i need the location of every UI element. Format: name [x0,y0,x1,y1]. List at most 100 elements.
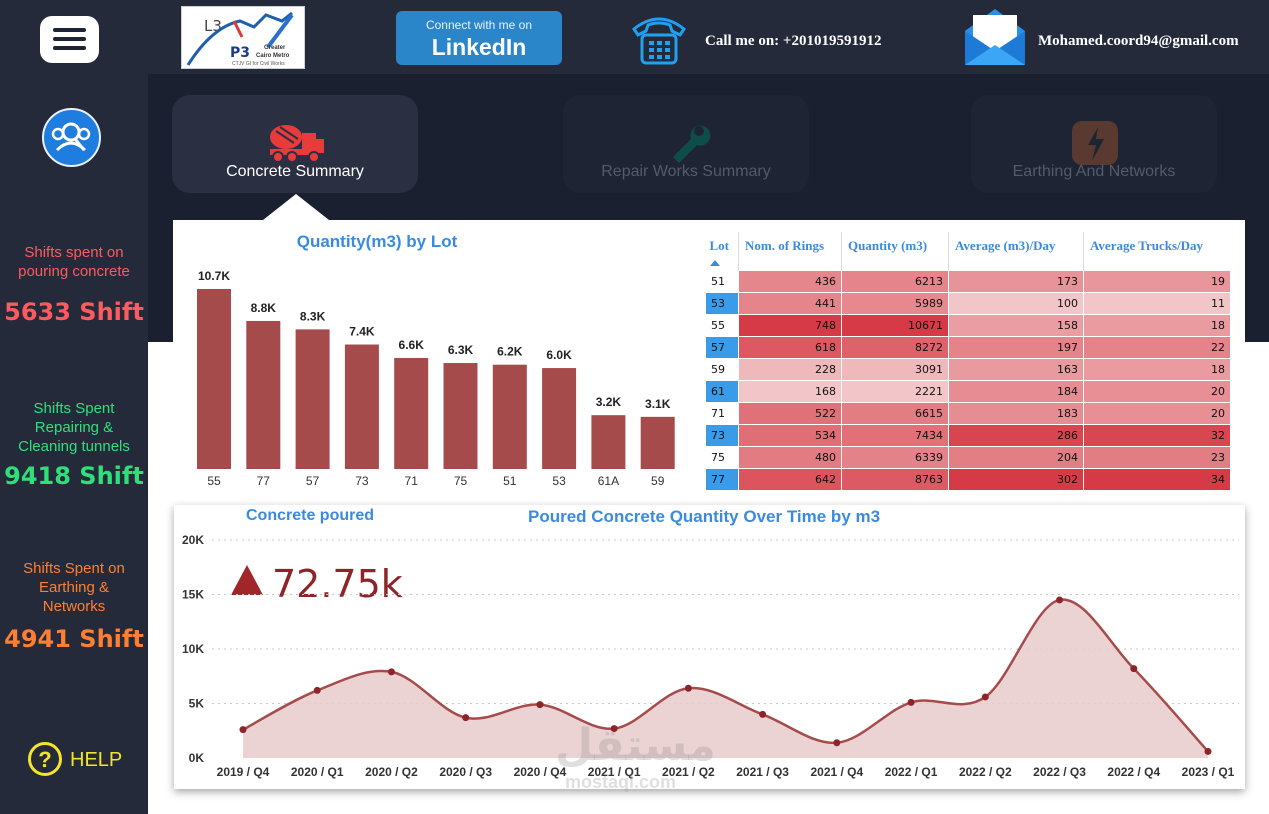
bar-data-label: 6.3K [448,343,474,357]
bar-data-label: 7.4K [349,325,375,339]
tab-repair-works-summary[interactable]: Repair Works Summary [563,95,809,193]
tab-concrete-summary[interactable]: Concrete Summary [172,95,418,193]
stat-value-concrete: 5633 Shift [4,298,144,326]
value-cell: 8763 [841,468,949,491]
x-tick-label: 61A [598,474,619,488]
stat-label-repair: Shifts Spent Repairing & Cleaning tunnel… [18,400,130,455]
bar-61A[interactable] [591,415,626,469]
bar-51[interactable] [492,364,527,469]
stat-value-repair: 9418 Shift [4,462,144,490]
y-tick-label: 10K [182,642,204,656]
table-row[interactable]: 59 228 3091 163 18 [705,358,1231,381]
x-tick-label: 77 [257,474,271,488]
x-tick-label: 2023 / Q1 [1182,765,1235,779]
lot-cell: 71 [705,402,739,425]
bar-data-label: 10.7K [198,269,230,283]
bar-chart: 10.7K 55 8.8K 77 8.3K 57 7.4K 73 6.6K 71 6.3K 75 6.2… [197,269,675,488]
active-tab-pointer [263,194,329,220]
bar-59[interactable] [640,416,675,469]
data-point[interactable] [833,739,841,747]
svg-text:CTJV GI for Civil Works: CTJV GI for Civil Works [232,61,285,67]
lot-table: Lot Nom. of Rings Quantity (m3) Average … [705,232,1231,491]
column-header-quantity[interactable]: Quantity (m3) [841,232,949,271]
table-row[interactable]: 53 441 5989 100 11 [705,292,1231,315]
data-point[interactable] [1130,665,1138,673]
table-row[interactable]: 77 642 8763 302 34 [705,468,1231,491]
value-cell: 18 [1083,358,1231,381]
area-fill [243,599,1208,758]
data-point[interactable] [239,726,247,734]
bar-data-label: 6.2K [497,345,523,359]
column-header-average-trucks[interactable]: Average Trucks/Day [1090,238,1204,253]
email-address[interactable]: Mohamed.coord94@gmail.com [1038,33,1239,49]
data-point[interactable] [1056,596,1064,604]
hamburger-icon-bar [53,37,86,41]
menu-button[interactable] [40,16,99,63]
linkedin-button[interactable]: Connect with me on LinkedIn [396,11,562,65]
data-point[interactable] [684,684,692,692]
bar-data-label: 8.8K [251,301,277,315]
data-point[interactable] [759,710,767,718]
x-tick-label: 2020 / Q3 [439,765,492,779]
column-header-lot[interactable]: Lot [705,232,739,271]
data-point[interactable] [462,714,470,722]
column-header-average-m3[interactable]: Average (m3)/Day [948,232,1084,271]
table-row[interactable]: 61 168 2221 184 20 [705,380,1231,403]
table-row[interactable]: 73 534 7434 286 32 [705,424,1231,447]
x-tick-label: 2022 / Q4 [1107,765,1160,779]
x-tick-label: 2021 / Q3 [736,765,789,779]
phone-number[interactable]: Call me on: +201019591912 [705,33,882,49]
tab-earthing-and-networks[interactable]: Earthing And Networks [971,95,1217,193]
table-row[interactable]: 55 748 10671 158 18 [705,314,1231,337]
bar-71[interactable] [394,357,429,469]
x-tick-label: 2021 / Q4 [810,765,863,779]
data-point[interactable] [387,668,395,676]
bar-data-label: 8.3K [300,309,326,323]
column-header-rings[interactable]: Nom. of Rings [738,232,842,271]
value-cell: 7434 [841,424,949,447]
question-icon: ? [28,742,62,776]
data-point[interactable] [1204,747,1212,755]
value-cell: 618 [738,336,842,359]
data-point[interactable] [981,693,989,701]
data-point[interactable] [536,701,544,709]
lot-cell: 61 [705,380,739,403]
stat-value-earthing: 4941 Shift [4,625,144,653]
bar-77[interactable] [246,320,281,469]
value-cell: 18 [1083,314,1231,337]
bar-57[interactable] [295,329,330,469]
table-row[interactable]: 75 480 6339 204 23 [705,446,1231,469]
table-row[interactable]: 57 618 8272 197 22 [705,336,1231,359]
data-point[interactable] [610,725,618,733]
value-cell: 748 [738,314,842,337]
data-point[interactable] [313,686,321,694]
x-tick-label: 2020 / Q4 [514,765,567,779]
hamburger-icon-bar [53,46,86,50]
x-tick-label: 2022 / Q3 [1033,765,1086,779]
value-cell: 8272 [841,336,949,359]
bar-73[interactable] [344,344,379,469]
tab-label: Concrete Summary [226,163,364,180]
data-point[interactable] [907,698,915,706]
lot-cell: 77 [705,468,739,491]
table-row[interactable]: 51 436 6213 173 19 [705,270,1231,293]
lot-cell: 59 [705,358,739,381]
profile-button[interactable] [42,108,101,167]
value-cell: 168 [738,380,842,403]
x-tick-label: 53 [552,474,566,488]
table-row[interactable]: 71 522 6615 183 20 [705,402,1231,425]
bar-55[interactable] [197,289,231,469]
value-cell: 6213 [841,270,949,293]
x-tick-label: 71 [405,474,419,488]
bar-75[interactable] [443,363,478,469]
value-cell: 23 [1083,446,1231,469]
value-cell: 3091 [841,358,949,381]
x-tick-label: 75 [454,474,468,488]
x-tick-label: 51 [503,474,517,488]
tab-label: Repair Works Summary [601,163,771,180]
svg-text:Greater: Greater [264,45,286,51]
bar-53[interactable] [542,368,577,469]
value-cell: 20 [1083,380,1231,403]
x-tick-label: 73 [355,474,369,488]
lot-cell: 73 [705,424,739,447]
